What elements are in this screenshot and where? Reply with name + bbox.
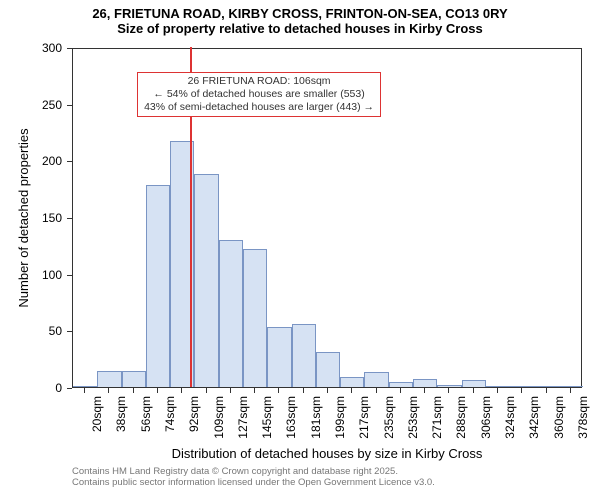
footer-line2: Contains public sector information licen… [72, 477, 435, 488]
x-tick-mark [424, 388, 425, 393]
y-tick-mark [67, 218, 72, 219]
x-tick-mark [254, 388, 255, 393]
y-tick-label: 250 [0, 98, 62, 112]
x-axis-title: Distribution of detached houses by size … [72, 446, 582, 461]
x-tick-mark [400, 388, 401, 393]
x-tick-mark [546, 388, 547, 393]
histogram-bar [413, 379, 437, 387]
histogram-bar [219, 240, 243, 387]
histogram-bar [534, 386, 558, 387]
histogram-bar [292, 324, 316, 387]
x-tick-mark [206, 388, 207, 393]
histogram-bar [462, 380, 486, 387]
x-tick-mark [570, 388, 571, 393]
x-tick-label: 342sqm [527, 396, 541, 446]
x-tick-mark [303, 388, 304, 393]
x-tick-mark [133, 388, 134, 393]
y-tick-mark [67, 275, 72, 276]
x-tick-mark [230, 388, 231, 393]
x-tick-label: 20sqm [90, 396, 104, 446]
x-tick-label: 253sqm [406, 396, 420, 446]
y-tick-mark [67, 161, 72, 162]
chart-title-line1: 26, FRIETUNA ROAD, KIRBY CROSS, FRINTON-… [0, 6, 600, 21]
x-tick-mark [278, 388, 279, 393]
histogram-bar [486, 386, 510, 387]
y-tick-mark [67, 388, 72, 389]
x-tick-label: 378sqm [576, 396, 590, 446]
y-tick-mark [67, 48, 72, 49]
x-tick-label: 163sqm [284, 396, 298, 446]
x-tick-mark [181, 388, 182, 393]
histogram-bar [97, 371, 121, 387]
x-tick-label: 288sqm [454, 396, 468, 446]
x-tick-label: 74sqm [163, 396, 177, 446]
y-tick-label: 50 [0, 324, 62, 338]
y-tick-label: 200 [0, 154, 62, 168]
x-tick-mark [473, 388, 474, 393]
histogram-bar [389, 382, 413, 387]
annotation-line: 26 FRIETUNA ROAD: 106sqm [144, 75, 374, 88]
x-tick-mark [108, 388, 109, 393]
x-tick-mark [521, 388, 522, 393]
y-tick-mark [67, 105, 72, 106]
chart-title-block: 26, FRIETUNA ROAD, KIRBY CROSS, FRINTON-… [0, 6, 600, 36]
x-tick-mark [327, 388, 328, 393]
annotation-box: 26 FRIETUNA ROAD: 106sqm← 54% of detache… [137, 72, 381, 117]
histogram-bar [559, 386, 583, 387]
footer-line1: Contains HM Land Registry data © Crown c… [72, 466, 435, 477]
x-tick-mark [497, 388, 498, 393]
y-tick-mark [67, 331, 72, 332]
x-tick-label: 38sqm [114, 396, 128, 446]
y-tick-label: 150 [0, 211, 62, 225]
x-tick-label: 217sqm [357, 396, 371, 446]
chart-footer: Contains HM Land Registry data © Crown c… [72, 466, 435, 489]
x-tick-label: 271sqm [430, 396, 444, 446]
x-tick-label: 56sqm [139, 396, 153, 446]
chart-title-line2: Size of property relative to detached ho… [0, 21, 600, 36]
histogram-bar [510, 386, 534, 387]
x-tick-label: 306sqm [479, 396, 493, 446]
x-tick-mark [376, 388, 377, 393]
annotation-line: ← 54% of detached houses are smaller (55… [144, 88, 374, 101]
annotation-line: 43% of semi-detached houses are larger (… [144, 101, 374, 114]
x-tick-label: 181sqm [309, 396, 323, 446]
histogram-bar [122, 371, 146, 387]
y-axis-title: Number of detached properties [16, 118, 31, 318]
histogram-bar [340, 377, 364, 387]
histogram-bar [243, 249, 267, 387]
x-tick-label: 235sqm [382, 396, 396, 446]
x-tick-label: 127sqm [236, 396, 250, 446]
y-tick-label: 0 [0, 381, 62, 395]
histogram-bar [194, 174, 218, 387]
y-tick-label: 100 [0, 268, 62, 282]
x-tick-mark [84, 388, 85, 393]
histogram-bar [267, 327, 291, 387]
x-tick-label: 199sqm [333, 396, 347, 446]
histogram-bar [437, 385, 461, 387]
x-tick-mark [157, 388, 158, 393]
x-tick-label: 360sqm [552, 396, 566, 446]
plot-area: 26 FRIETUNA ROAD: 106sqm← 54% of detache… [72, 48, 582, 388]
y-tick-label: 300 [0, 41, 62, 55]
x-tick-label: 145sqm [260, 396, 274, 446]
x-tick-label: 109sqm [212, 396, 226, 446]
histogram-bar [73, 386, 97, 387]
x-tick-mark [351, 388, 352, 393]
x-tick-label: 92sqm [187, 396, 201, 446]
histogram-bar [146, 185, 170, 387]
histogram-bar [364, 372, 388, 387]
x-tick-label: 324sqm [503, 396, 517, 446]
histogram-bar [316, 352, 340, 387]
x-tick-mark [448, 388, 449, 393]
